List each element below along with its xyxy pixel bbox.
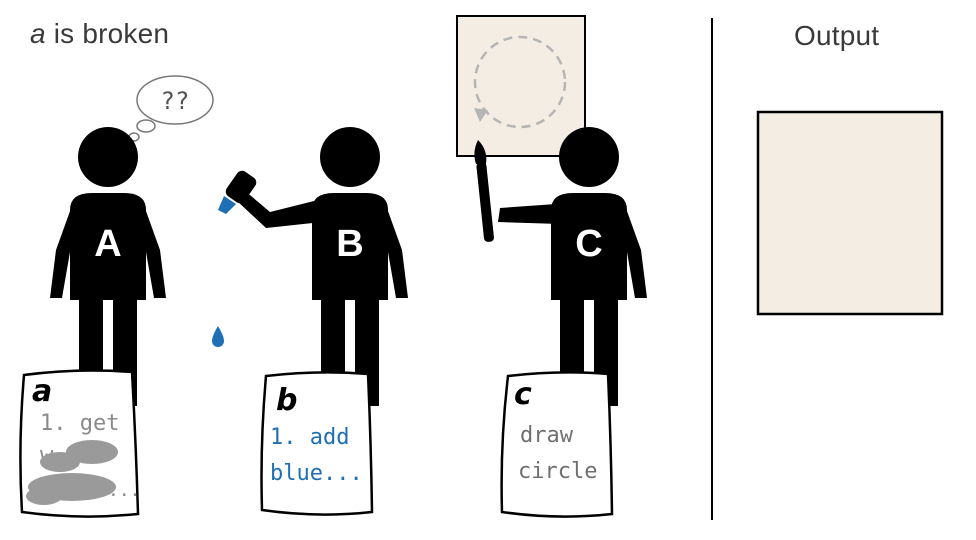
note-b-line-2: blue...: [270, 461, 363, 486]
title-variable: a: [30, 18, 46, 49]
figure-a: A: [50, 127, 166, 406]
dropper-icon: [218, 170, 257, 214]
note-c-line-1: draw: [520, 423, 574, 448]
note-a-label: a: [32, 374, 52, 409]
thought-text: ??: [161, 87, 190, 115]
output-label: Output: [794, 20, 880, 51]
paint-drop: [212, 326, 224, 347]
note-a-line-3: ...: [108, 480, 141, 501]
brush-icon: [474, 140, 494, 242]
note-c-label: c: [514, 377, 532, 412]
title: a is broken: [30, 18, 169, 50]
thought-bubble: ??: [128, 75, 214, 142]
title-rest: is broken: [45, 18, 170, 49]
note-b: b 1. add blue...: [260, 371, 374, 516]
note-b-label: b: [276, 383, 297, 418]
scribble-icon: [26, 440, 118, 505]
note-a-line-1: 1. get: [40, 411, 119, 436]
figure-a-letter: A: [94, 223, 121, 265]
dashed-circle: [473, 35, 567, 129]
reference-canvas: [456, 15, 586, 157]
output-canvas: [756, 110, 944, 316]
note-c: c draw circle: [500, 371, 614, 518]
note-a: a 1. get w ...: [19, 369, 141, 518]
arrow-head-icon: [474, 108, 488, 122]
note-b-line-1: 1. add: [270, 425, 349, 450]
note-c-line-2: circle: [518, 459, 597, 484]
figure-c-letter: C: [575, 223, 602, 265]
figure-b: B: [236, 127, 408, 406]
figure-b-letter: B: [336, 223, 363, 265]
figure-c: C: [498, 127, 647, 406]
